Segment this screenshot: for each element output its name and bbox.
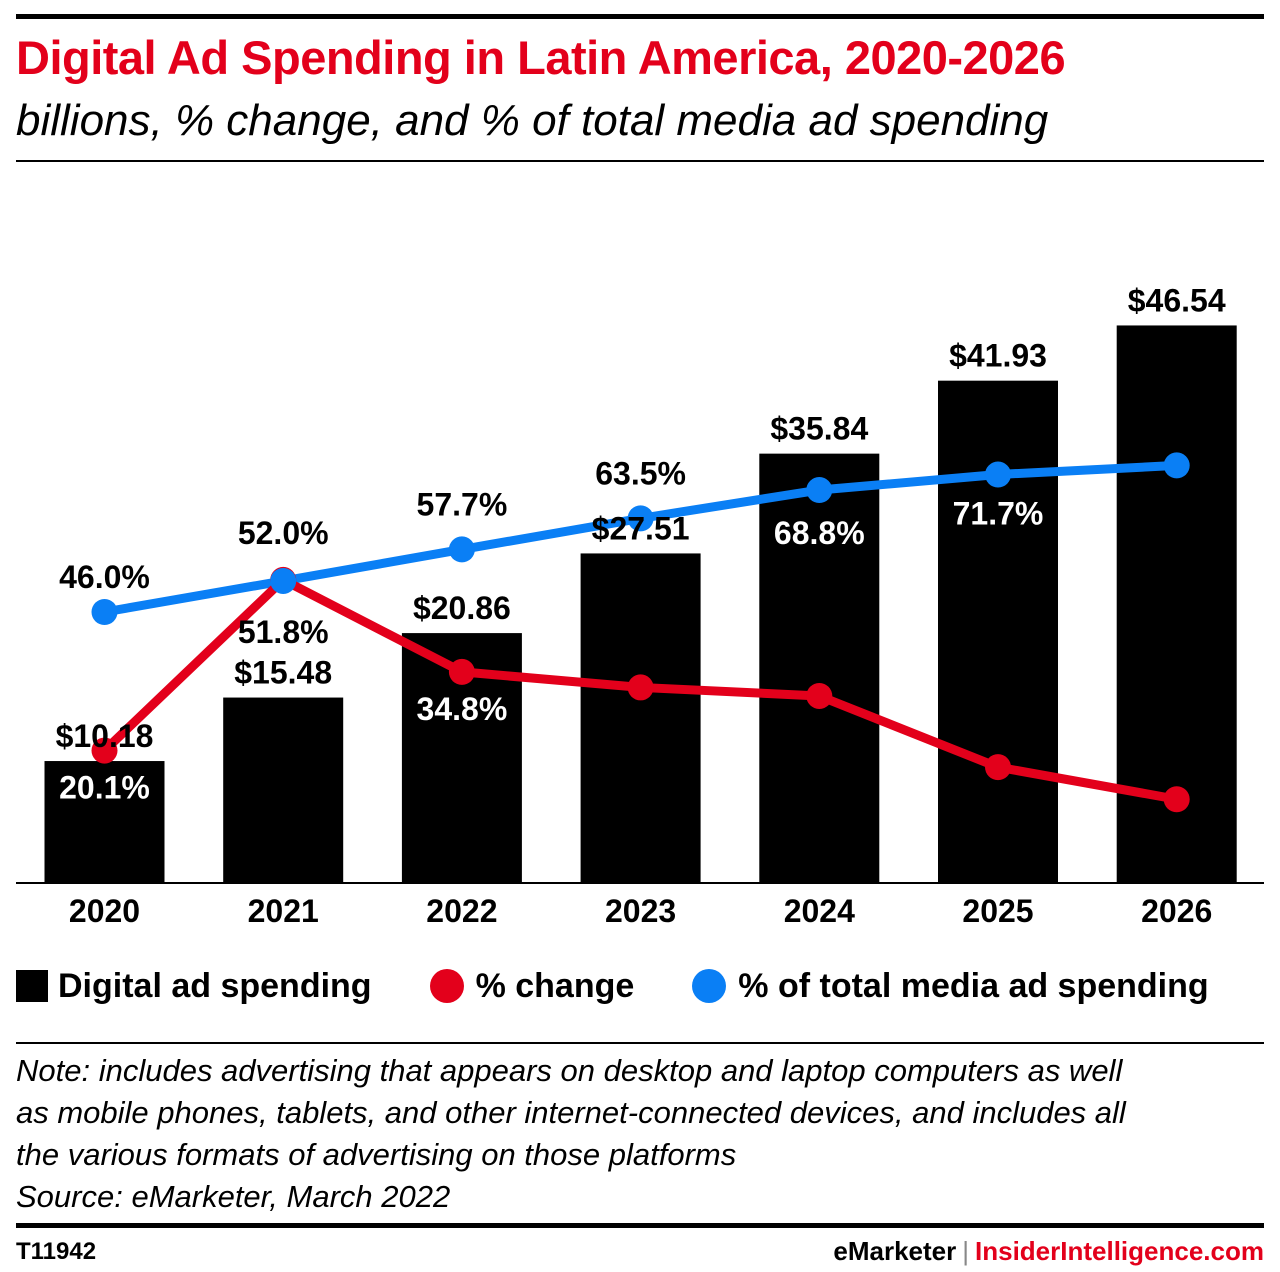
bar <box>44 761 165 883</box>
share-label: 57.7% <box>417 486 508 522</box>
share-point <box>806 477 833 504</box>
share-point <box>448 536 475 563</box>
share-label: 46.0% <box>59 559 150 595</box>
x-tick-label: 2023 <box>605 893 676 929</box>
legend-swatch-bars <box>16 970 48 1002</box>
bar-value-label: $20.86 <box>413 590 511 626</box>
change-point <box>627 674 654 701</box>
x-tick-label: 2022 <box>426 893 497 929</box>
note-line: Note: includes advertising that appears … <box>16 1053 1123 1088</box>
change-point <box>985 754 1011 781</box>
legend-swatch-change <box>429 969 464 1003</box>
share-label: 63.5% <box>595 455 686 491</box>
chart-id: T11942 <box>16 1238 97 1265</box>
bar <box>223 697 344 883</box>
legend-item-share: % of total media ad spending <box>692 966 1209 1006</box>
subtitle-rule <box>16 160 1264 162</box>
change-point <box>806 682 833 709</box>
change-label: 17.0% <box>953 710 1044 746</box>
change-label: 20.1% <box>59 770 150 806</box>
share-point <box>270 567 297 594</box>
footer-rule <box>16 1223 1264 1228</box>
bar-value-label: $27.51 <box>592 510 690 546</box>
note-line: as mobile phones, tablets, and other int… <box>16 1095 1126 1130</box>
bar-value-label: $41.93 <box>949 338 1047 374</box>
bar <box>938 380 1058 883</box>
brand-emarketer: eMarketer <box>833 1236 957 1266</box>
x-tick-label: 2025 <box>962 893 1033 929</box>
bar-value-label: $15.48 <box>234 655 332 691</box>
legend-label-share: % of total media ad spending <box>738 966 1209 1005</box>
legend-item-bars: Digital ad spending <box>16 967 372 1006</box>
note-line: the various formats of advertising on th… <box>16 1137 737 1172</box>
bar <box>580 553 701 883</box>
share-label: 71.7% <box>953 496 1044 532</box>
share-point <box>91 599 118 625</box>
share-label: 73.4% <box>1131 410 1222 446</box>
brand-separator: | <box>962 1236 970 1266</box>
notes-rule <box>16 1042 1264 1044</box>
share-point <box>627 505 654 532</box>
bar-value-label: $46.54 <box>1128 282 1226 318</box>
x-tick-label: 2020 <box>69 893 140 929</box>
x-tick-label: 2021 <box>248 893 319 929</box>
share-label: 68.8% <box>774 515 865 551</box>
share-point <box>1163 452 1190 479</box>
change-label: 31.9% <box>595 630 686 666</box>
legend-swatch-share <box>692 969 727 1003</box>
chart: $10.18 $15.48 $20.86 $27.51 $35.84 $41.93 $46.… <box>16 282 1264 929</box>
change-label: 52.0% <box>238 515 329 551</box>
change-label: 34.8% <box>417 691 508 727</box>
change-point <box>1163 786 1190 813</box>
chart-title: Digital Ad Spending in Latin America, 20… <box>16 31 1066 84</box>
legend-label-change: % change <box>475 966 635 1005</box>
share-point <box>985 461 1011 488</box>
bar-value-label: $10.18 <box>56 718 154 754</box>
notes: Note: includes advertising that appears … <box>16 1050 1266 1218</box>
x-tick-label: 2026 <box>1141 893 1212 929</box>
share-label: 51.8% <box>238 614 329 650</box>
source-line: Source: eMarketer, March 2022 <box>16 1179 451 1214</box>
brand-insider-intelligence: InsiderIntelligence.com <box>975 1236 1264 1266</box>
chart-subtitle: billions, % change, and % of total media… <box>16 96 1049 145</box>
change-point <box>448 658 475 685</box>
legend-label-bars: Digital ad spending <box>58 966 372 1005</box>
footer-brand: eMarketer | InsiderIntelligence.com <box>833 1236 1264 1267</box>
legend: Digital ad spending % change % of total … <box>16 962 1264 1010</box>
bar <box>759 453 880 883</box>
top-rule <box>16 14 1264 19</box>
change-point <box>91 737 118 764</box>
x-tick-label: 2024 <box>784 893 855 929</box>
bar-value-label: $35.84 <box>770 411 868 447</box>
change-label: 30.3% <box>774 639 865 675</box>
legend-item-change: % change <box>429 966 635 1006</box>
change-label: 11.0% <box>1132 742 1221 778</box>
